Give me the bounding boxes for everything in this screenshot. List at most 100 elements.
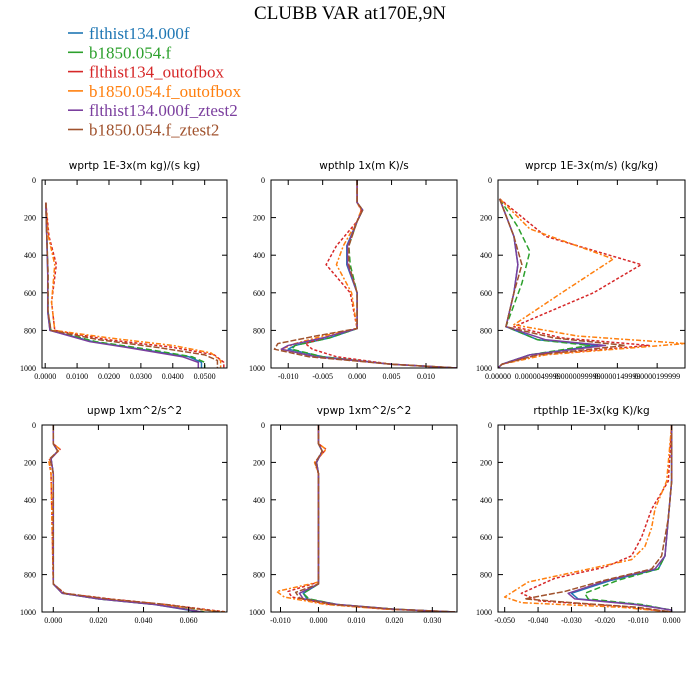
panel-frame xyxy=(497,424,686,613)
x-tick-label: -0.030 xyxy=(561,616,582,625)
series-line-5 xyxy=(567,425,673,612)
y-tick-label: 800 xyxy=(480,571,492,580)
x-tick-label: -0.010 xyxy=(628,616,649,625)
series-group xyxy=(503,425,673,612)
x-tick-label: -0.020 xyxy=(595,616,616,625)
x-tick-label: 0.0200 xyxy=(98,372,120,381)
y-tick-label: 0 xyxy=(488,421,492,430)
legend-label: flthist134.000f_ztest2 xyxy=(89,101,238,120)
series-line-3 xyxy=(498,198,650,368)
y-tick-label: 800 xyxy=(24,326,36,335)
y-tick-label: 0 xyxy=(32,176,36,185)
panel-upwp: upwp 1xm^2/s^2 0 200 400 600 800 1000 0.000 0.02… xyxy=(20,405,228,625)
y-tick-label: 400 xyxy=(253,496,265,505)
panel-title: wprcp 1E-3x(m/s) (kg/kg) xyxy=(525,160,658,172)
series-line-6 xyxy=(273,180,457,368)
series-line-1 xyxy=(302,425,456,612)
panel-rtpthlp: rtpthlp 1E-3x(kg K)/kg02004006008001000-… xyxy=(476,405,686,625)
series-line-4 xyxy=(280,180,457,368)
y-tick-label: 0 xyxy=(261,176,265,185)
series-line-6 xyxy=(498,198,627,368)
x-tick-label: 0.005 xyxy=(383,372,401,381)
series-line-1 xyxy=(50,425,201,612)
x-tick-label: 0.0500 xyxy=(194,372,216,381)
panel-frame xyxy=(41,179,228,369)
panel-wprcp: wprcp 1E-3x(m/s) (kg/kg) 0 200 400 600 800 100… xyxy=(476,160,686,381)
legend-label: flthist134.000f xyxy=(89,24,190,43)
series-line-6 xyxy=(49,425,223,612)
series-group xyxy=(275,425,456,612)
panel-title: rtpthlp 1E-3x(kg K)/kg xyxy=(533,405,649,417)
y-tick-label: 1000 xyxy=(476,608,492,617)
series-line-5 xyxy=(498,198,607,368)
panel-frame xyxy=(270,424,458,613)
y-tick-label: 400 xyxy=(24,496,36,505)
x-tick-label: -0.050 xyxy=(494,616,515,625)
x-tick-label: 0.00000 xyxy=(485,372,511,381)
panel-frame xyxy=(270,179,458,369)
y-tick-label: 600 xyxy=(24,289,36,298)
x-tick-label: 0.030 xyxy=(423,616,441,625)
series-line-3 xyxy=(520,425,673,612)
y-tick-label: 600 xyxy=(24,533,36,542)
y-tick-label: 600 xyxy=(480,289,492,298)
x-tick-label: 0.0000049999 xyxy=(515,372,561,381)
y-tick-label: 800 xyxy=(253,571,265,580)
series-line-4 xyxy=(275,425,456,612)
x-tick-label: -0.005 xyxy=(312,372,333,381)
series-line-1 xyxy=(570,425,673,612)
series-line-2 xyxy=(50,425,205,612)
y-tick-label: 800 xyxy=(253,326,265,335)
x-tick-label: 0.0100 xyxy=(66,372,88,381)
y-tick-label: 1000 xyxy=(249,364,265,373)
series-line-3 xyxy=(48,425,227,612)
legend-label: b1850.054.f xyxy=(89,43,172,62)
series-group xyxy=(48,425,227,612)
y-tick-label: 800 xyxy=(24,571,36,580)
series-line-5 xyxy=(50,425,203,612)
x-tick-label: -0.010 xyxy=(270,616,291,625)
y-tick-label: 400 xyxy=(253,251,265,260)
x-tick-label: 0.0000199999 xyxy=(634,372,680,381)
panels: wprtp 1E-3x(m kg)/(s kg) 0 200 400 600 800 100… xyxy=(20,160,686,625)
legend-label: b1850.054.f_outofbox xyxy=(89,82,242,101)
panel-frame xyxy=(497,179,686,369)
panel-title: wpthlp 1x(m K)/s xyxy=(319,160,409,172)
panel-title: upwp 1xm^2/s^2 xyxy=(87,405,182,417)
x-tick-label: 0.0400 xyxy=(162,372,184,381)
series-line-3 xyxy=(287,425,456,612)
x-tick-label: 0.020 xyxy=(89,616,107,625)
legend: flthist134.000fb1850.054.fflthist134_out… xyxy=(68,24,242,140)
y-tick-label: 1000 xyxy=(249,608,265,617)
x-tick-label: 0.0000099999 xyxy=(555,372,601,381)
x-tick-label: 0.0300 xyxy=(130,372,152,381)
y-tick-label: 400 xyxy=(24,251,36,260)
y-tick-label: 200 xyxy=(480,458,492,467)
series-line-6 xyxy=(294,425,456,612)
y-tick-label: 0 xyxy=(261,421,265,430)
panel-title: wprtp 1E-3x(m kg)/(s kg) xyxy=(69,160,200,172)
y-tick-label: 1000 xyxy=(476,364,492,373)
x-tick-label: 0.020 xyxy=(385,616,403,625)
x-tick-label: 0.010 xyxy=(417,372,435,381)
series-group xyxy=(273,180,457,368)
y-tick-label: 200 xyxy=(480,214,492,223)
x-tick-label: 0.000 xyxy=(309,616,327,625)
x-tick-label: 0.000 xyxy=(663,616,681,625)
series-group xyxy=(45,202,225,368)
x-tick-label: 0.040 xyxy=(135,616,153,625)
series-line-6 xyxy=(523,425,673,612)
series-group xyxy=(498,198,685,368)
series-line-4 xyxy=(503,425,673,612)
x-tick-label: 0.0000 xyxy=(34,372,56,381)
x-tick-label: 0.0000149999 xyxy=(594,372,640,381)
series-line-4 xyxy=(498,198,685,368)
x-tick-label: 0.000 xyxy=(348,372,366,381)
series-line-2 xyxy=(302,425,456,612)
x-tick-label: -0.040 xyxy=(528,616,549,625)
panel-wprtp: wprtp 1E-3x(m kg)/(s kg) 0 200 400 600 800 100… xyxy=(20,160,228,381)
series-line-4 xyxy=(48,425,225,612)
y-tick-label: 0 xyxy=(488,176,492,185)
y-tick-label: 1000 xyxy=(20,364,36,373)
y-tick-label: 1000 xyxy=(20,608,36,617)
